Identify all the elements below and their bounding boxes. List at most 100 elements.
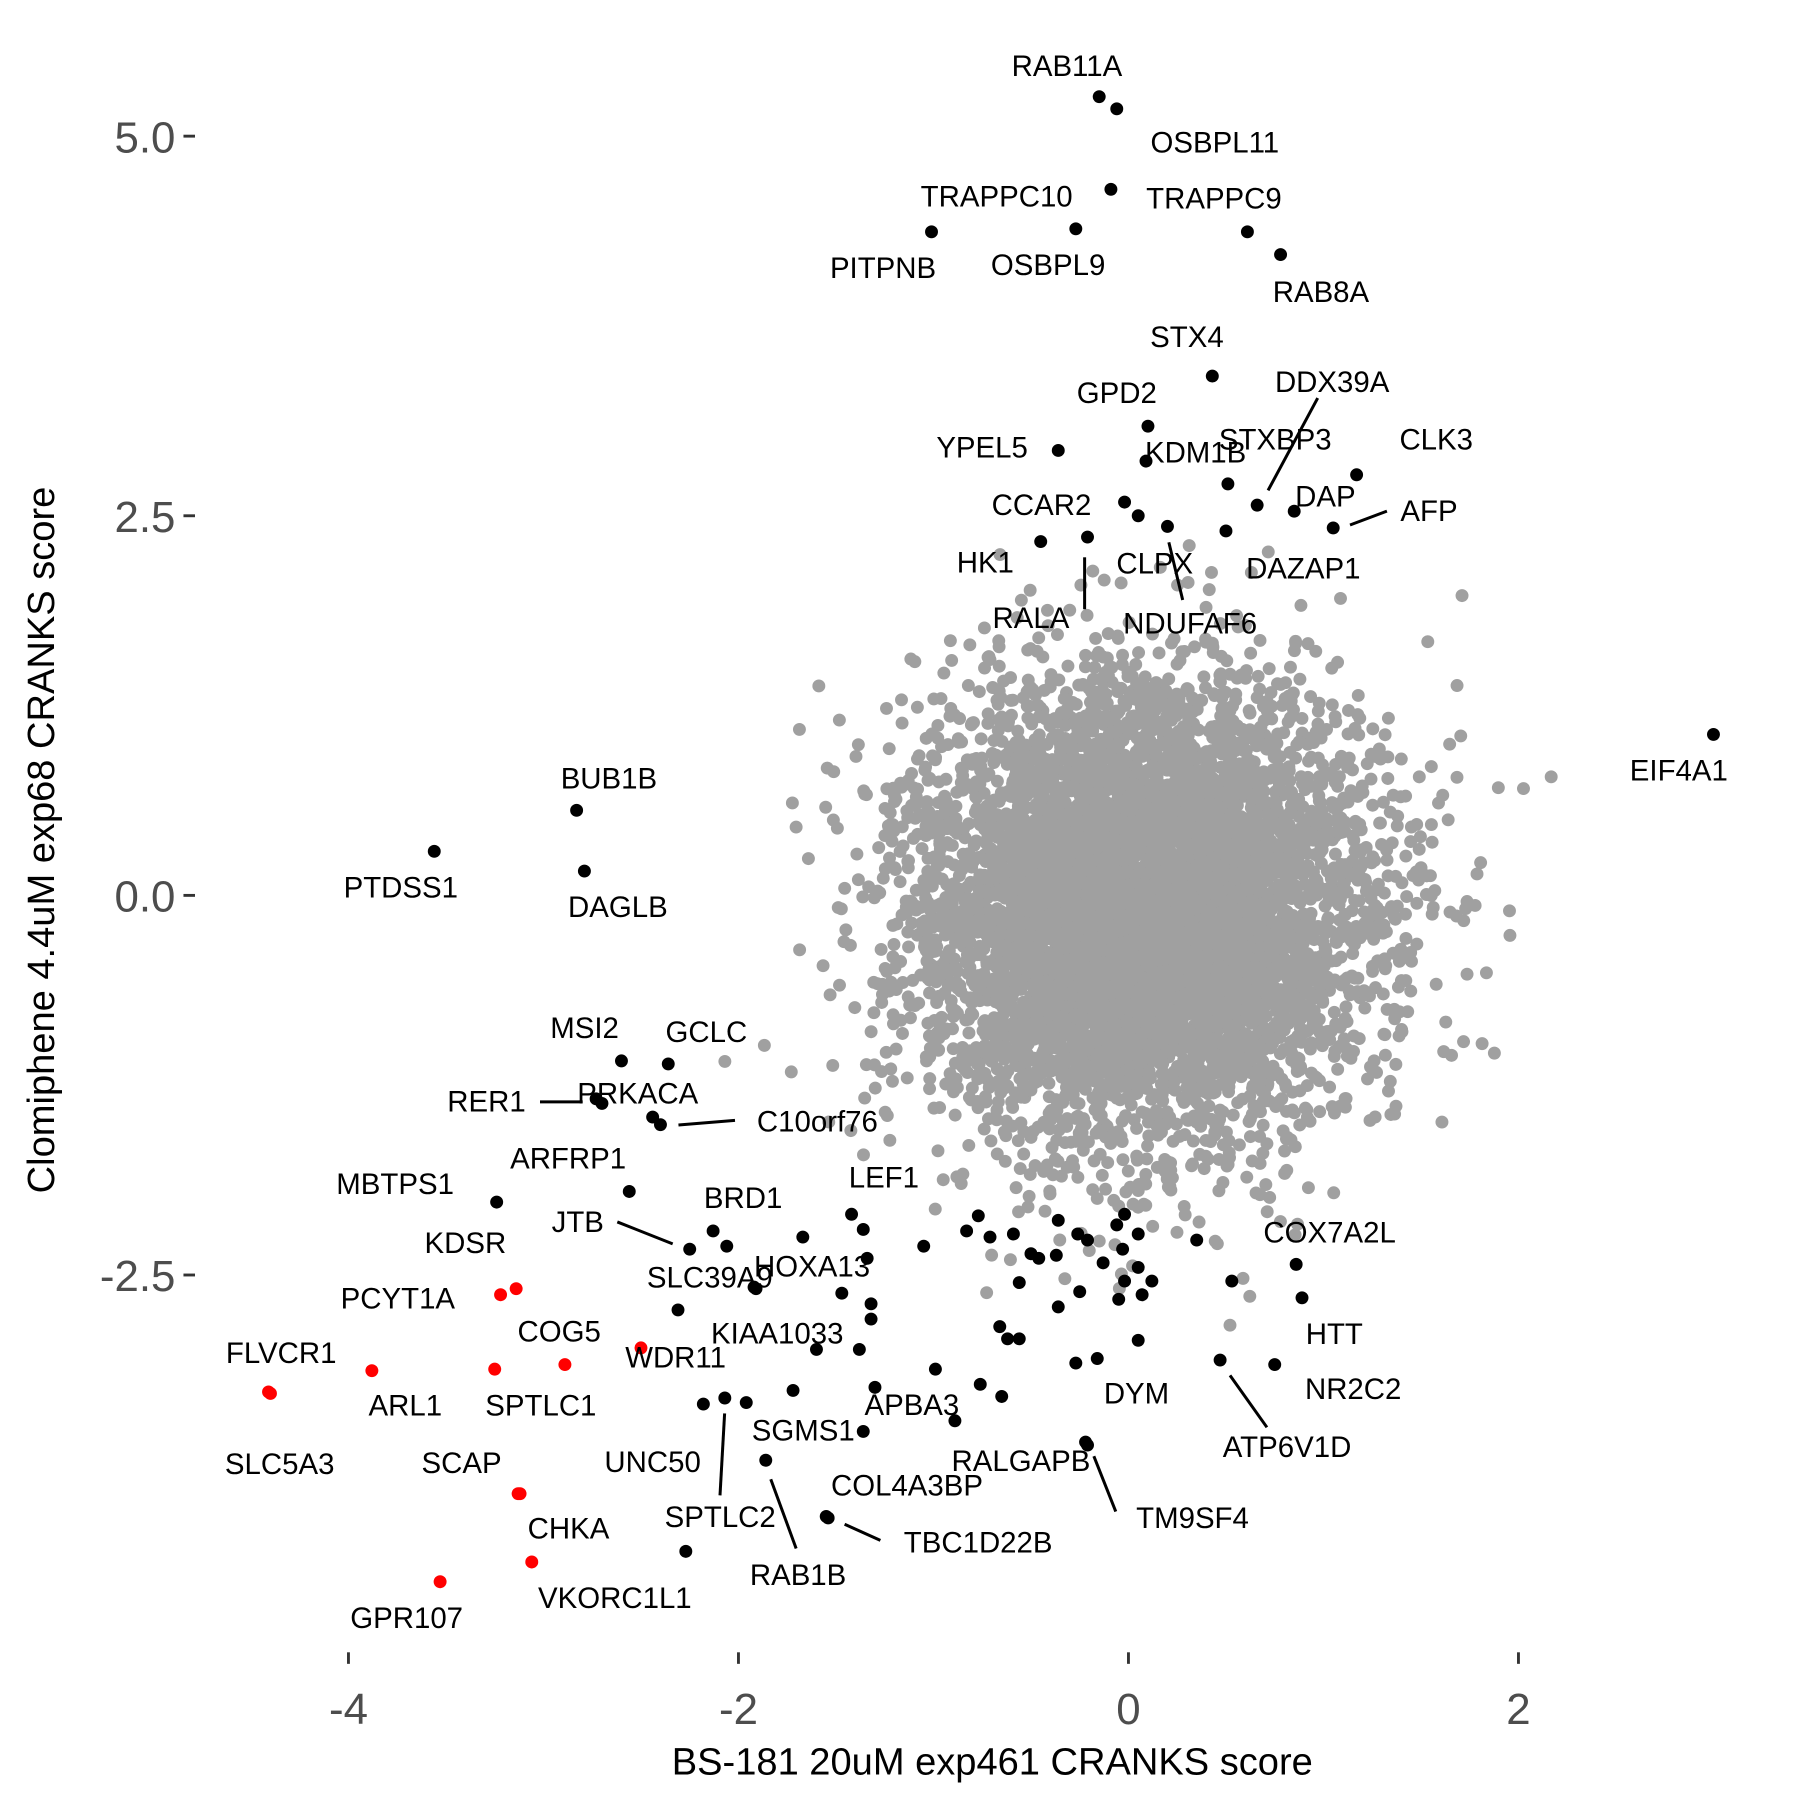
background-point: [1298, 783, 1312, 797]
background-point: [1142, 1129, 1156, 1143]
background-point: [990, 1062, 1004, 1076]
background-point: [1424, 760, 1438, 774]
background-point: [832, 713, 846, 727]
background-point: [1141, 1139, 1155, 1153]
background-point: [1114, 576, 1128, 590]
background-point: [1202, 583, 1216, 597]
background-point: [922, 1029, 936, 1043]
background-point: [1345, 904, 1359, 918]
background-point: [1475, 1037, 1489, 1051]
background-point: [952, 735, 966, 749]
background-point: [1216, 1176, 1230, 1189]
background-point: [889, 863, 902, 876]
background-point: [1009, 1181, 1023, 1195]
background-point: [1395, 876, 1409, 890]
background-point: [1381, 772, 1395, 785]
background-point: [1454, 729, 1468, 743]
background-point: [900, 1071, 914, 1085]
background-point: [1152, 646, 1166, 660]
background-point: [1223, 667, 1237, 681]
background-point: [1503, 928, 1517, 942]
background-point: [1412, 842, 1426, 856]
background-point: [1178, 1128, 1192, 1142]
background-point: [1206, 1046, 1220, 1060]
background-point: [977, 621, 991, 635]
background-point: [1352, 894, 1366, 908]
background-point: [1273, 1215, 1287, 1228]
background-point: [1378, 1048, 1392, 1062]
background-point: [1381, 869, 1395, 883]
background-point: [1097, 573, 1111, 587]
background-point: [827, 765, 841, 779]
background-point: [1301, 637, 1315, 651]
background-point: [1347, 833, 1361, 847]
background-point: [1032, 631, 1046, 645]
background-point: [851, 738, 865, 752]
background-point: [1339, 1000, 1353, 1014]
background-point: [997, 1125, 1011, 1139]
background-point: [1236, 1271, 1250, 1285]
background-point: [1132, 646, 1146, 660]
background-point: [962, 1138, 976, 1152]
background-point: [1061, 659, 1075, 673]
background-point: [1373, 816, 1387, 830]
background-point: [1381, 750, 1395, 764]
background-point: [1293, 672, 1307, 686]
background-point: [1366, 798, 1380, 812]
background-point: [1256, 699, 1270, 713]
background-point: [1370, 1065, 1384, 1079]
background-point: [785, 796, 799, 810]
background-point: [1209, 1118, 1223, 1132]
background-point: [1253, 633, 1267, 647]
background-point: [1251, 669, 1265, 683]
background-point: [1242, 704, 1256, 718]
background-point: [1263, 1190, 1277, 1204]
background-point: [1181, 576, 1195, 589]
background-point: [1220, 654, 1234, 668]
background-point: [1380, 853, 1394, 867]
background-point: [1455, 589, 1469, 603]
background-point: [1389, 1057, 1403, 1071]
background-point: [1358, 1001, 1372, 1015]
background-point: [979, 1095, 993, 1109]
background-point: [1283, 660, 1297, 674]
background-point: [1177, 1199, 1191, 1213]
background-point: [882, 742, 896, 756]
background-point: [946, 1042, 960, 1056]
background-point: [1121, 1164, 1135, 1178]
background-point: [950, 1170, 964, 1184]
background-point: [830, 821, 844, 835]
background-point: [923, 986, 937, 1000]
background-point: [1346, 947, 1360, 961]
background-point: [938, 789, 952, 803]
background-point: [972, 685, 986, 699]
background-point: [961, 679, 975, 692]
background-point: [1022, 1189, 1036, 1203]
background-point: [1142, 703, 1156, 717]
background-point: [1243, 1130, 1257, 1144]
background-point: [977, 1015, 991, 1029]
background-point: [1079, 648, 1092, 662]
background-point: [1130, 1149, 1144, 1163]
background-point: [1284, 711, 1297, 725]
background-point: [992, 634, 1006, 648]
background-point: [801, 852, 815, 866]
background-point: [887, 937, 901, 951]
background-point: [883, 806, 897, 820]
background-point: [1146, 1219, 1160, 1233]
background-point: [1474, 856, 1488, 870]
background-point: [1432, 796, 1445, 810]
background-point: [1011, 1134, 1025, 1148]
background-point: [994, 1085, 1008, 1099]
background-point: [784, 1065, 798, 1079]
background-point: [1042, 1076, 1056, 1090]
background-point: [1116, 1153, 1130, 1167]
background-point: [1421, 635, 1435, 649]
background-point: [1099, 1182, 1113, 1196]
background-point: [1197, 670, 1211, 684]
background-point: [1226, 1108, 1240, 1122]
background-point: [1278, 1166, 1292, 1180]
background-point: [1017, 1147, 1031, 1161]
background-point: [862, 880, 876, 894]
